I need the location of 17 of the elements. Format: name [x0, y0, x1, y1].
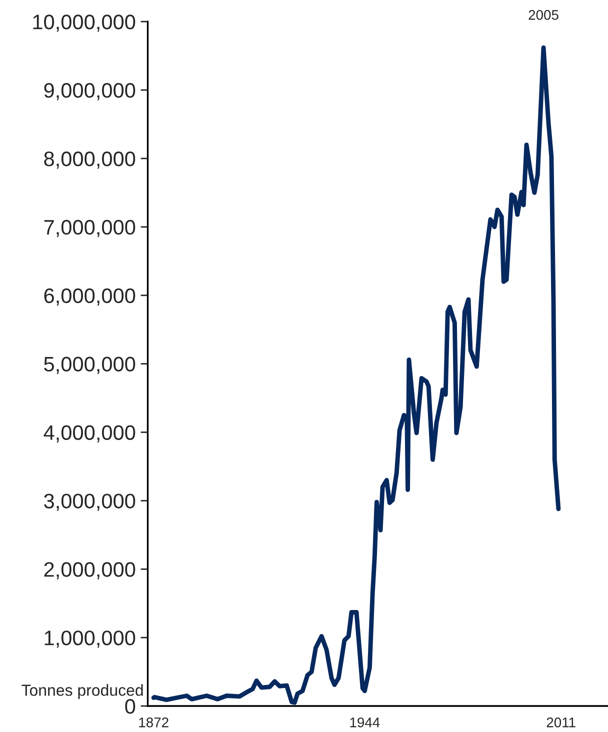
y-tick-label: 9,000,000 [44, 83, 136, 100]
y-tick-label: 0 [125, 699, 136, 714]
line-series [151, 45, 561, 705]
y-tick-label: 4,000,000 [44, 425, 136, 442]
x-tick-label: 1872 [139, 717, 168, 728]
y-tick-label: 1,000,000 [44, 630, 136, 648]
y-axis-title: Tonnes produced [22, 684, 143, 700]
y-tick-label: 8,000,000 [44, 151, 136, 169]
y-tick-label: 2,000,000 [44, 562, 136, 580]
x-tick-label: 2011 [546, 717, 576, 728]
y-tick-label: 5,000,000 [44, 356, 136, 374]
y-tick-label: 7,000,000 [44, 220, 136, 238]
y-tick-label: 6,000,000 [44, 288, 136, 306]
y-tick-label: 3,000,000 [44, 494, 136, 511]
x-tick-label: 1944 [350, 717, 380, 728]
y-tick-label: 10,000,000 [33, 14, 136, 32]
annotation: 2005 [528, 10, 558, 20]
